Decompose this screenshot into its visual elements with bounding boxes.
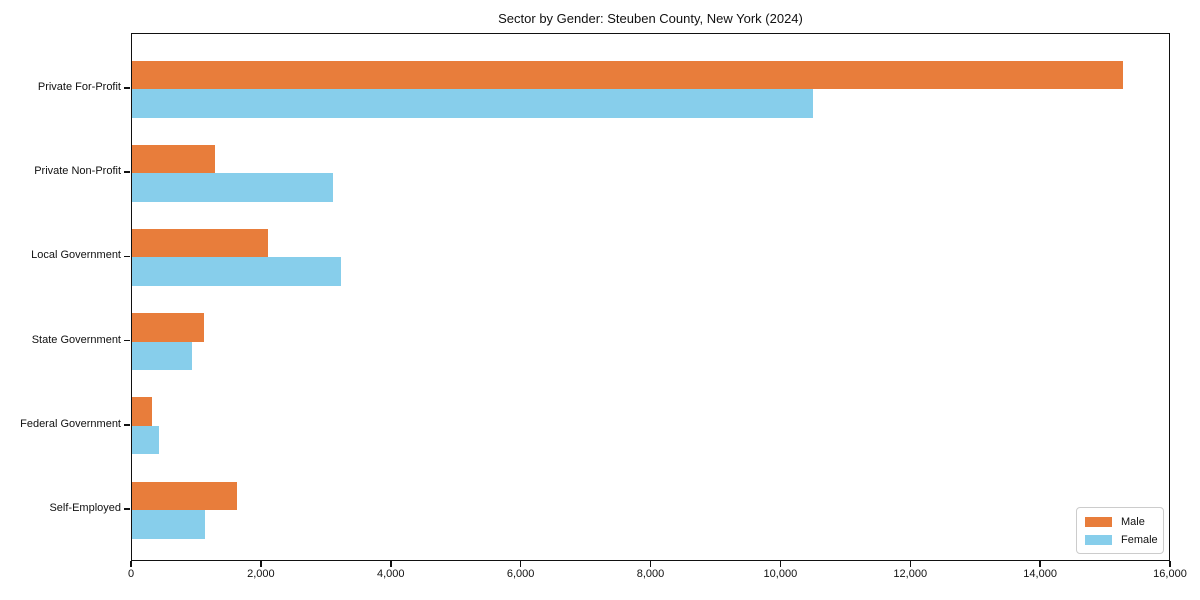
x-tick-label: 4,000	[376, 568, 405, 580]
x-tick-mark	[909, 561, 911, 567]
y-tick-label: Self-Employed	[49, 502, 121, 514]
y-tick-mark	[124, 508, 130, 510]
y-tick-mark	[124, 87, 130, 89]
chart-title: Sector by Gender: Steuben County, New Yo…	[498, 11, 803, 26]
x-tick-label: 0	[127, 568, 135, 580]
bar-male-6	[132, 481, 238, 510]
bar-male-1	[132, 60, 1123, 89]
y-tick-mark	[124, 255, 130, 258]
y-tick-label: Federal Government	[20, 417, 121, 430]
y-tick-label: Private For-Profit	[37, 81, 121, 93]
legend: Male Female	[1076, 507, 1164, 554]
legend-label-female: Female	[1121, 533, 1158, 546]
plot-area	[131, 33, 1170, 561]
y-tick-label: State Government	[31, 333, 121, 346]
bar-female-6	[132, 510, 205, 539]
legend-swatch-female-icon	[1085, 534, 1112, 545]
bar-female-5	[132, 425, 160, 455]
legend-item-male: Male	[1085, 516, 1155, 528]
bar-male-3	[132, 228, 269, 258]
y-tick-mark	[124, 171, 130, 173]
legend-label-male: Male	[1121, 515, 1145, 528]
bar-female-1	[132, 89, 814, 118]
x-tick-mark	[260, 561, 262, 567]
y-tick-label: Local Government	[31, 249, 121, 262]
x-tick-label: 2,000	[247, 568, 275, 580]
x-tick-label: 10,000	[763, 568, 798, 580]
x-tick-mark	[1039, 561, 1041, 567]
x-tick-label: 12,000	[893, 568, 928, 580]
x-tick-mark	[649, 561, 652, 567]
x-tick-label: 6,000	[506, 568, 535, 580]
x-tick-mark	[390, 561, 392, 567]
x-tick-mark	[519, 561, 522, 567]
y-tick-mark	[124, 339, 130, 342]
x-tick-label: 8,000	[636, 568, 665, 580]
legend-item-female: Female	[1085, 533, 1158, 546]
y-tick-mark	[124, 424, 130, 426]
y-tick-label: Private Non-Profit	[34, 165, 121, 178]
x-tick-mark	[130, 561, 132, 567]
bar-male-2	[132, 144, 216, 174]
x-tick-label: 14,000	[1023, 568, 1057, 580]
x-tick-mark	[779, 561, 782, 567]
legend-swatch-male-icon	[1085, 516, 1112, 527]
bar-female-4	[132, 341, 192, 371]
bar-female-3	[132, 257, 342, 286]
x-tick-label: 16,000	[1153, 568, 1187, 580]
bar-female-2	[132, 173, 334, 202]
bar-male-5	[132, 397, 153, 426]
x-tick-mark	[1169, 561, 1171, 567]
bar-male-4	[132, 313, 205, 342]
